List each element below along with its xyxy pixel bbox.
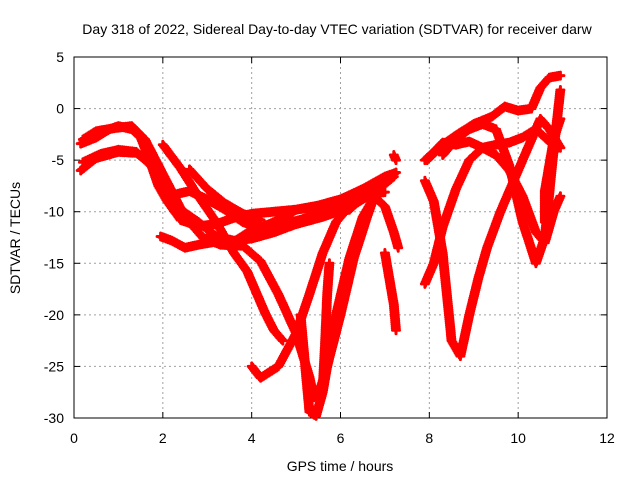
y-tick-label: -10 bbox=[44, 204, 64, 220]
chart-title: Day 318 of 2022, Sidereal Day-to-day VTE… bbox=[82, 21, 592, 37]
axis-ticks: 0 2 4 6 8 10 12 5 0 -5 -10 -15 -20 -25 -30 bbox=[44, 49, 615, 446]
y-tick-label: -5 bbox=[52, 152, 65, 168]
y-tick-label: 5 bbox=[56, 49, 64, 65]
y-tick-label: -30 bbox=[44, 410, 64, 426]
x-tick-label: 8 bbox=[425, 430, 433, 446]
x-tick-label: 0 bbox=[70, 430, 78, 446]
y-tick-label: -15 bbox=[44, 255, 64, 271]
y-tick-label: -20 bbox=[44, 307, 64, 323]
series-pass-g bbox=[184, 164, 266, 225]
x-tick-label: 10 bbox=[510, 430, 526, 446]
series-pass-r bbox=[539, 113, 566, 227]
x-tick-label: 2 bbox=[159, 430, 167, 446]
y-axis-label: SDTVAR / TECUs bbox=[7, 182, 23, 294]
x-tick-label: 4 bbox=[248, 430, 256, 446]
series-pass-l bbox=[388, 150, 401, 166]
series-pass-d bbox=[77, 121, 381, 403]
series-pass-j bbox=[317, 258, 335, 393]
series-pass-k bbox=[379, 248, 401, 336]
data-series bbox=[75, 70, 566, 421]
x-axis-label: GPS time / hours bbox=[287, 458, 394, 474]
y-tick-label: -25 bbox=[44, 358, 64, 374]
series-pass-h bbox=[246, 189, 404, 383]
y-tick-label: 0 bbox=[56, 101, 64, 117]
series-pass-b bbox=[75, 146, 399, 234]
x-tick-label: 12 bbox=[599, 430, 615, 446]
x-tick-label: 6 bbox=[337, 430, 345, 446]
series-pass-f bbox=[157, 139, 288, 346]
